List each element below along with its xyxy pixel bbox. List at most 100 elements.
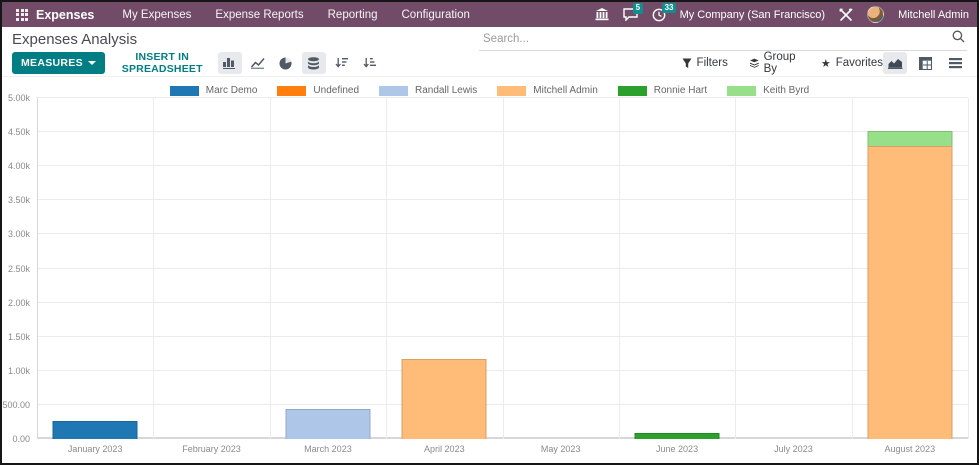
y-axis-tick: 4.50k [7,127,30,138]
search-icon[interactable] [952,30,965,48]
y-axis-tick: 1.50k [7,331,30,342]
y-axis-tick: 3.50k [7,195,30,206]
list-view-icon[interactable] [943,52,967,74]
chart-column: February 2023 [153,98,269,454]
legend-label: Keith Byrd [763,85,810,96]
filter-icon [682,58,692,68]
messages-badge: 5 [632,3,644,14]
filters-button[interactable]: Filters [682,57,728,69]
y-axis-tick: 5.00k [7,93,30,103]
navbar: Expenses My Expenses Expense Reports Rep… [2,2,977,27]
legend-item[interactable]: Undefined [277,85,359,96]
layers-icon [749,58,759,68]
gridline [37,97,968,98]
bar-mitchell-admin[interactable] [401,359,487,439]
legend-item[interactable]: Keith Byrd [727,85,809,96]
user-avatar[interactable] [867,6,885,23]
app-name[interactable]: Expenses [36,7,95,22]
y-axis-tick: 4.00k [7,161,30,172]
chart-column: January 2023 [37,98,153,454]
sort-desc-icon[interactable] [330,52,354,74]
gridline [269,98,271,439]
legend-label: Marc Demo [205,85,258,96]
graph-view-icon[interactable] [883,52,907,74]
legend-swatch [617,85,647,96]
legend-swatch [169,85,199,96]
group-by-button[interactable]: Group By [749,51,799,75]
chart-column: June 2023 [619,98,735,454]
search-box[interactable] [479,29,967,51]
x-axis-tick: August 2023 [884,444,936,454]
gridline [735,98,737,439]
legend-swatch [277,85,307,96]
messages-icon[interactable]: 5 [622,3,644,21]
legend-label: Mitchell Admin [533,85,598,96]
chevron-down-icon [87,61,96,65]
x-axis-tick: April 2023 [424,444,465,454]
y-axis-tick: 1.00k [7,365,30,376]
legend-swatch [497,85,527,96]
chart-column: August 2023 [852,98,968,454]
measures-button[interactable]: MEASURES [12,52,105,74]
building-icon[interactable] [595,8,609,21]
activities-clock-icon[interactable]: 33 [652,2,677,22]
chart-column: March 2023 [270,98,386,454]
x-axis-tick: June 2023 [656,444,699,454]
x-axis-tick: May 2023 [540,444,581,454]
legend-item[interactable]: Marc Demo [169,85,258,96]
user-name[interactable]: Mitchell Admin [898,8,969,21]
legend-label: Randall Lewis [415,85,478,96]
activities-badge: 33 [661,2,677,14]
chart-column: July 2023 [735,98,851,454]
y-axis-tick: 2.00k [7,297,30,308]
systray: 5 33 My Company (San Francisco) Mitchell… [595,2,969,23]
y-axis-tick: 3.00k [7,229,30,240]
gridline [386,98,388,439]
legend-swatch [727,85,757,96]
legend-label: Ronnie Hart [653,85,708,96]
menu-reporting[interactable]: Reporting [327,8,378,21]
gridline [851,98,853,439]
x-axis-tick: February 2023 [182,444,241,454]
insert-in-spreadsheet-button[interactable]: INSERT IN SPREADSHEET [119,51,206,75]
bar-ronnie-hart[interactable] [634,432,720,439]
y-axis-tick: 2.50k [7,263,30,274]
y-axis-tick: 500.00 [2,399,30,410]
company-switcher[interactable]: My Company (San Francisco) [679,8,826,21]
legend-item[interactable]: Mitchell Admin [497,85,598,96]
bar-keith-byrd[interactable] [867,131,953,147]
x-axis-tick: January 2023 [67,444,123,454]
chart-column: April 2023 [386,98,502,454]
legend-label: Undefined [313,85,360,96]
sort-asc-icon[interactable] [358,52,382,74]
page-title: Expenses Analysis [12,31,138,48]
bar-marc-demo[interactable] [52,420,138,439]
search-input[interactable] [483,32,952,45]
search-panel-buttons: Filters Group By ★ Favorites [682,51,883,75]
bar-mitchell-admin[interactable] [867,146,953,439]
chart-plot: 0.00 500.00 1.00k 1.50k 2.00k 2.50k 3.00k 3.50k… [2,93,969,454]
gridline [153,98,155,439]
pie-chart-icon[interactable] [274,52,298,74]
favorites-button[interactable]: ★ Favorites [820,57,883,70]
gridline [618,98,620,439]
menu-expense-reports[interactable]: Expense Reports [215,8,304,21]
pivot-view-icon[interactable] [913,52,937,74]
legend-item[interactable]: Randall Lewis [379,85,477,96]
legend-item[interactable]: Ronnie Hart [617,85,708,96]
line-chart-icon[interactable] [246,52,270,74]
toolbar: MEASURES INSERT IN SPREADSHEET [2,50,977,77]
stacked-icon[interactable] [301,52,326,74]
tools-icon[interactable] [839,8,853,22]
view-switcher [883,52,967,74]
x-axis-tick: July 2023 [774,444,813,454]
apps-menu-icon[interactable] [16,8,28,21]
bar-randall-lewis[interactable] [285,409,371,439]
bar-chart-icon[interactable] [217,52,242,74]
menu-configuration[interactable]: Configuration [401,8,470,21]
control-panel: Expenses Analysis [2,27,977,51]
menu-my-expenses[interactable]: My Expenses [122,8,192,21]
star-icon: ★ [820,57,831,70]
gridline [968,98,969,439]
